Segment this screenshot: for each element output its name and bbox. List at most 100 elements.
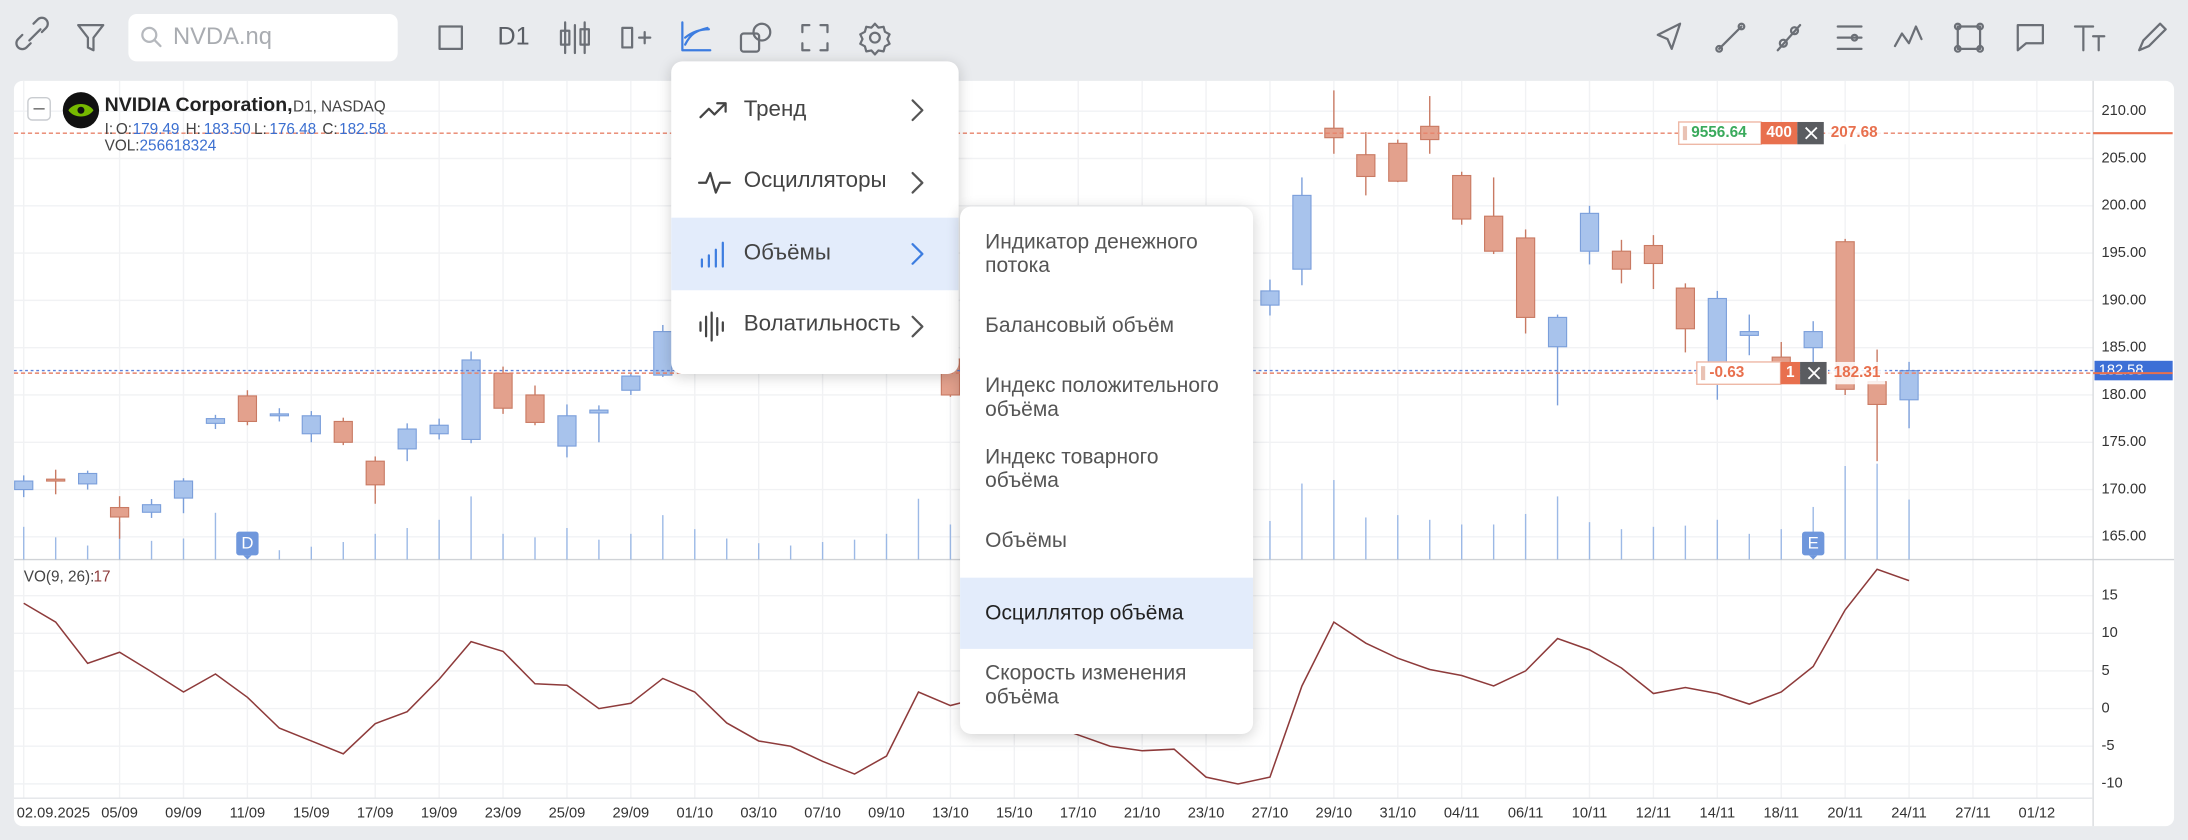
x-tick-label: 31/10 (1379, 805, 1416, 821)
x-tick-label: 01/12 (2019, 805, 2056, 821)
submenu-item[interactable]: Балансовый объём (960, 290, 1253, 362)
submenu-item-label: Индекс положительного объёма (985, 373, 1219, 422)
y2-tick-label: -5 (2101, 738, 2114, 754)
x-tick-label: 09/10 (868, 805, 905, 821)
submenu-item[interactable]: Осциллятор объёма (960, 577, 1254, 649)
wave-tool[interactable] (1893, 25, 1923, 48)
submenu-item[interactable]: Скорость изменения объёма (960, 649, 1253, 721)
menu-item[interactable]: Осцилляторы (671, 146, 958, 218)
search-icon (141, 26, 162, 48)
candle-body (1579, 212, 1600, 252)
comment-tool[interactable] (2016, 24, 2044, 52)
order-grip (1682, 126, 1688, 141)
order-quantity: 1 (1786, 364, 1795, 381)
candle-body (301, 415, 321, 435)
y2-tick-label: 15 (2101, 588, 2117, 604)
fullscreen-button[interactable] (801, 24, 829, 52)
search-placeholder: NVDA.nq (173, 24, 272, 50)
legend-close: 182.58 (339, 121, 386, 138)
x-tick-label: 03/10 (740, 805, 777, 821)
shapes-button[interactable] (739, 22, 772, 53)
candle-body (1292, 194, 1312, 270)
x-tick-label: 23/09 (485, 805, 522, 821)
search-box[interactable] (128, 13, 398, 62)
x-tick-label: 29/10 (1316, 805, 1353, 821)
send-tool[interactable] (1656, 22, 1682, 50)
chevron (911, 99, 924, 122)
y2-tick-label: 10 (2101, 625, 2117, 641)
last-price-label: 182.58 (2099, 362, 2144, 378)
candle-body (14, 480, 34, 491)
line-tool[interactable] (1715, 22, 1746, 53)
order-price: 207.68 (1831, 124, 1878, 141)
candle-body (1643, 244, 1664, 265)
x-tick-label: 01/10 (676, 805, 713, 821)
event-marker (1802, 531, 1825, 556)
submenu-item[interactable]: Индекс положительного объёма (960, 361, 1253, 433)
event-label: D (241, 534, 253, 553)
y-tick-label: 185.00 (2101, 340, 2146, 356)
candle-body (1739, 331, 1759, 336)
submenu-item-label: Скорость изменения объёма (985, 661, 1187, 709)
menu-item[interactable]: Объёмы (671, 217, 959, 290)
candle-body (525, 394, 545, 423)
compare-button[interactable] (621, 26, 652, 49)
settings-button[interactable] (859, 22, 891, 56)
y-tick-label: 205.00 (2101, 150, 2146, 166)
order-grip (1701, 366, 1706, 381)
candle-body (493, 372, 513, 409)
menu-item-label: Объёмы (743, 241, 831, 265)
brush-tool[interactable] (2138, 22, 2167, 52)
submenu-item[interactable]: Объёмы (960, 505, 1253, 577)
chart-type-button[interactable] (559, 21, 590, 55)
interval-button[interactable]: D1 (497, 22, 529, 50)
x-tick-label: 17/09 (357, 805, 394, 821)
candle-body (1803, 331, 1823, 349)
x-tick-label: 17/10 (1060, 805, 1097, 821)
order-price-bg (1826, 121, 1883, 145)
x-tick-label: 15/10 (996, 805, 1033, 821)
chevron (911, 243, 924, 265)
fib-tool[interactable] (1836, 25, 1863, 50)
legend-high: 183.50 (204, 121, 251, 138)
legend-volume-label: VOL: (105, 138, 140, 155)
submenu-item-label: Объёмы (985, 529, 1067, 553)
rect-tool[interactable] (438, 25, 463, 50)
text-tool[interactable] (2073, 25, 2106, 52)
x-tick-label: 25/09 (549, 805, 586, 821)
x-tick-label: 11/09 (230, 805, 266, 821)
order-cancel-icon (1805, 126, 1818, 140)
menu-item-label: Осцилляторы (743, 169, 887, 193)
event-marker (236, 531, 259, 556)
x-tick-label: 09/09 (165, 805, 202, 821)
candle-body (333, 420, 353, 443)
volatility-icon (699, 310, 724, 341)
oscillator-value: 17 (93, 569, 110, 586)
x-tick-label: 15/09 (293, 805, 330, 821)
submenu-item[interactable]: Индикатор денежного потока (960, 218, 1253, 290)
order-quantity: 400 (1766, 124, 1792, 141)
submenu-item[interactable]: Индекс товарного объёма (960, 433, 1253, 505)
box-tool[interactable] (1953, 22, 1984, 53)
x-tick-label: 27/10 (1252, 805, 1289, 821)
legend-low: 176.48 (269, 121, 316, 138)
menu-item[interactable]: Тренд (671, 74, 958, 146)
legend: NVIDIA Corporation, D1, NASDAQ I: O: 179… (24, 92, 386, 586)
order-price: 182.31 (1834, 364, 1881, 381)
menu-item[interactable]: Волатильность (671, 290, 958, 362)
link-button[interactable] (15, 16, 49, 51)
filter-button[interactable] (77, 24, 105, 52)
legend-interval: D1, (293, 98, 317, 115)
x-tick-label: 24/11 (1891, 805, 1927, 821)
legend-exchange: NASDAQ (321, 98, 386, 115)
legend-prefix: I: (105, 121, 114, 138)
indicators-button[interactable] (681, 21, 712, 52)
candle-body (1547, 316, 1568, 348)
candle-body (397, 428, 417, 450)
candle-body (1835, 241, 1855, 390)
ray-tool[interactable] (1776, 24, 1802, 52)
menu-item-label: Тренд (743, 97, 807, 122)
x-tick-label: 02.09.2025 (17, 805, 90, 821)
candle-body (205, 418, 226, 424)
